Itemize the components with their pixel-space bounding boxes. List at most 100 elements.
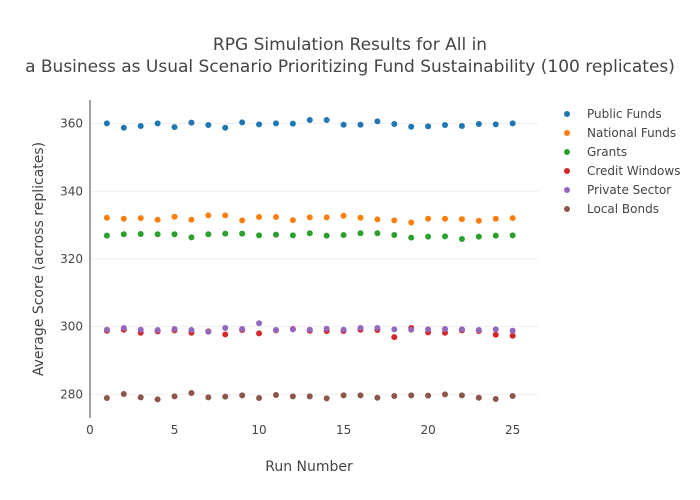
y-tick-labels: 280 300 320 340 360 xyxy=(60,117,83,402)
series-public-funds xyxy=(103,116,516,131)
data-point xyxy=(239,326,246,333)
data-point xyxy=(374,394,381,401)
data-point xyxy=(492,232,499,239)
data-point xyxy=(289,232,296,239)
data-point xyxy=(425,123,432,130)
data-point xyxy=(492,121,499,128)
data-point xyxy=(492,326,499,333)
legend-label: National Funds xyxy=(587,126,676,140)
data-point xyxy=(289,217,296,224)
data-point xyxy=(256,395,263,402)
data-point xyxy=(357,214,364,221)
data-point xyxy=(442,233,449,240)
y-tick-label: 360 xyxy=(60,117,83,131)
data-point xyxy=(137,230,144,237)
x-tick-label: 10 xyxy=(251,423,266,437)
data-point xyxy=(188,327,195,334)
data-point xyxy=(205,328,212,335)
data-point xyxy=(425,233,432,240)
data-point xyxy=(425,215,432,222)
data-point xyxy=(340,212,347,219)
data-point xyxy=(205,394,212,401)
data-point xyxy=(374,118,381,125)
x-tick-labels: 0 5 10 15 20 25 xyxy=(86,423,520,437)
data-point xyxy=(103,214,110,221)
legend-label: Local Bonds xyxy=(587,202,659,216)
data-point xyxy=(475,394,482,401)
data-point xyxy=(458,123,465,130)
data-point xyxy=(492,396,499,403)
data-point xyxy=(458,216,465,223)
data-point xyxy=(103,326,110,333)
data-point xyxy=(374,325,381,332)
data-point xyxy=(306,214,313,221)
data-point xyxy=(323,116,330,123)
legend: Public Funds National Funds Grants Credit W… xyxy=(564,107,680,216)
chart-title-line-2: a Business as Usual Scenario Prioritizin… xyxy=(25,57,675,77)
data-point xyxy=(323,214,330,221)
data-point xyxy=(374,216,381,223)
data-point xyxy=(391,121,398,128)
data-points xyxy=(103,116,516,403)
data-point xyxy=(188,216,195,223)
data-point xyxy=(103,232,110,239)
data-point xyxy=(492,331,499,338)
data-point xyxy=(272,120,279,127)
data-point xyxy=(306,393,313,400)
data-point xyxy=(391,217,398,224)
legend-item: Public Funds xyxy=(564,107,662,121)
data-point xyxy=(154,120,161,127)
legend-item: Grants xyxy=(564,145,627,159)
data-point xyxy=(137,215,144,222)
data-point xyxy=(408,234,415,241)
data-point xyxy=(306,116,313,123)
data-point xyxy=(391,231,398,238)
data-point xyxy=(492,215,499,222)
data-point xyxy=(205,122,212,129)
data-point xyxy=(188,389,195,396)
data-point xyxy=(239,217,246,224)
data-point xyxy=(509,332,516,339)
data-point xyxy=(323,232,330,239)
data-point xyxy=(103,395,110,402)
data-point xyxy=(154,216,161,223)
data-point xyxy=(222,212,229,219)
data-point xyxy=(256,121,263,128)
data-point xyxy=(391,326,398,333)
data-point xyxy=(357,392,364,399)
data-point xyxy=(137,394,144,401)
data-point xyxy=(408,392,415,399)
data-point xyxy=(408,123,415,130)
data-point xyxy=(188,234,195,241)
data-point xyxy=(475,327,482,334)
data-point xyxy=(442,215,449,222)
legend-item: National Funds xyxy=(564,126,676,140)
data-point xyxy=(272,231,279,238)
data-point xyxy=(340,231,347,238)
data-point xyxy=(306,326,313,333)
data-point xyxy=(120,325,127,332)
data-point xyxy=(239,230,246,237)
data-point xyxy=(120,390,127,397)
data-point xyxy=(475,217,482,224)
legend-marker xyxy=(564,168,570,174)
series-private-sector xyxy=(103,320,516,335)
data-point xyxy=(171,231,178,238)
data-point xyxy=(222,325,229,332)
data-point xyxy=(256,330,263,337)
chart-title: RPG Simulation Results for All in a Busi… xyxy=(25,35,675,77)
data-point xyxy=(154,396,161,403)
data-point xyxy=(340,121,347,128)
data-point xyxy=(509,215,516,222)
data-point xyxy=(458,236,465,243)
data-point xyxy=(171,124,178,131)
data-point xyxy=(391,334,398,341)
data-point xyxy=(509,232,516,239)
data-point xyxy=(239,119,246,126)
x-tick-label: 0 xyxy=(86,423,94,437)
data-point xyxy=(289,393,296,400)
data-point xyxy=(120,231,127,238)
data-point xyxy=(154,327,161,334)
data-point xyxy=(171,213,178,220)
data-point xyxy=(103,120,110,127)
